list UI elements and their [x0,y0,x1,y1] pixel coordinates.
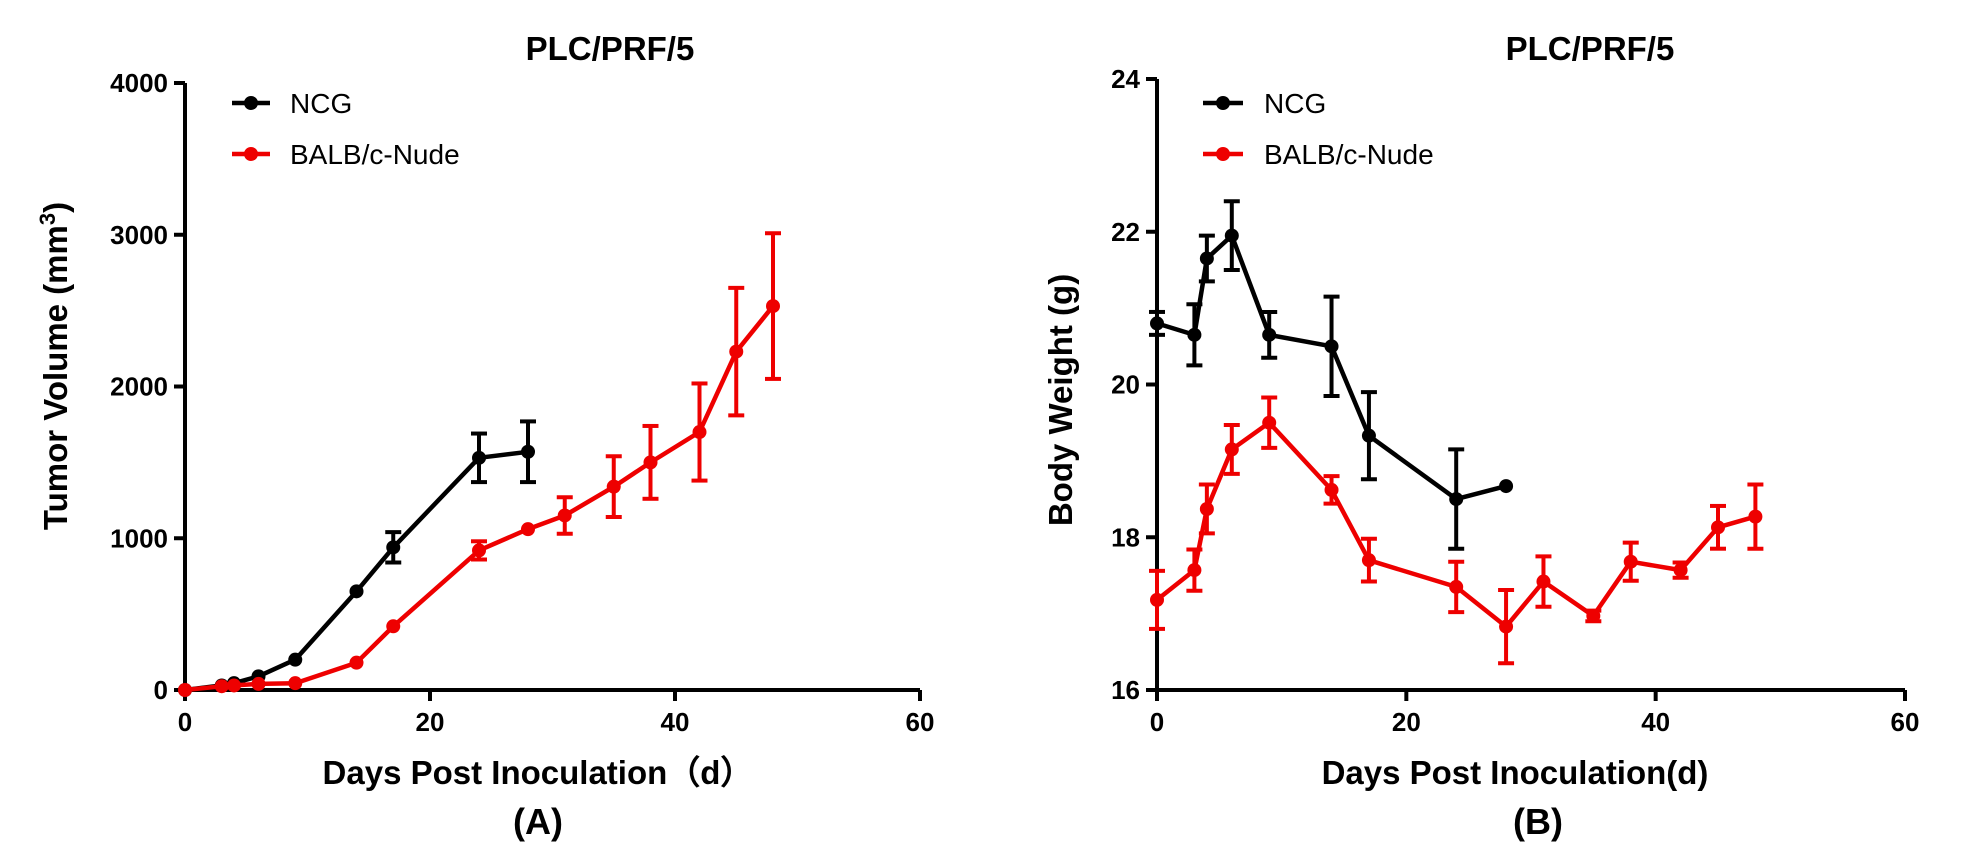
panel-b-y-tick-label: 16 [1111,675,1140,705]
panel-b-series-balb-point [1150,592,1164,607]
panel-a-y-axis-title-end: ) [37,202,74,213]
panel-a-series-balb-point [692,425,707,440]
panel-b-legend-balb-marker [1216,147,1230,161]
panel-b-x-tick-label: 0 [1150,707,1164,737]
panel-b-series-balb-point [1199,501,1214,516]
panel-a-series-balb-point [386,619,401,634]
panel-a-series-balb-point [521,522,535,537]
panel-b-y-tick-label: 18 [1111,522,1140,552]
panel-a-ticks [174,81,922,701]
panel-b-series-ncg-point [1499,479,1514,494]
panel-b-legend-ncg-label: NCG [1264,88,1326,119]
panel-b-series-balb-point [1449,579,1464,594]
panel-a-y-tick-label: 0 [154,675,168,705]
panel-b-x-tick-label: 60 [1891,707,1920,737]
panel-a-legend: NCG BALB/c-Nude [232,88,460,170]
panel-a-series-ncg-point [521,444,535,459]
panel-b-series-ncg-point [1187,327,1202,342]
panel-b-series-balb-point [1623,554,1638,569]
panel-b-series-balb [1149,395,1764,666]
panel-b-legend-ncg-marker [1216,96,1230,110]
panel-a-series-ncg-point [288,652,303,667]
panel-b-body-weight-chart: PLC/PRF/5 16 18 20 22 24 0 20 40 60 NCG BALB/c-N… [1042,30,1919,842]
panel-b-series-balb-point [1262,415,1277,430]
panel-b-x-tick-label: 20 [1392,707,1421,737]
panel-b-y-tick-label: 24 [1111,64,1140,94]
panel-b-legend-balb-label: BALB/c-Nude [1264,139,1434,170]
panel-a-title: PLC/PRF/5 [526,30,695,67]
panel-b-title: PLC/PRF/5 [1506,30,1675,67]
panel-b-y-tick-labels: 16 18 20 22 24 [1111,64,1140,705]
panel-a-plot-area [178,231,781,697]
panel-a-y-axis-title-main: Tumor Volume (mm [37,225,74,530]
panel-a-series-balb-point [251,676,266,691]
panel-b-series-ncg-point [1224,228,1239,243]
panel-b-series-ncg-point [1199,251,1214,266]
panel-b-x-tick-labels: 0 20 40 60 [1150,707,1920,737]
panel-b-y-axis-title: Body Weight (g) [1042,274,1079,526]
panel-b-series-balb-point [1586,608,1601,623]
panel-a-x-tick-label: 40 [661,707,690,737]
panel-b-series-ncg [1149,199,1514,551]
panel-a-y-tick-label: 3000 [110,220,168,250]
panel-a-label: (A) [513,801,563,842]
panel-a-series-ncg-point [386,540,401,555]
panel-b-y-tick-label: 20 [1111,370,1140,400]
panel-b-series-balb-point [1748,509,1763,524]
panel-b-series-ncg-point [1361,428,1376,443]
panel-b-label: (B) [1513,801,1563,842]
panel-b-series-ncg-point [1262,327,1277,342]
panel-a-y-tick-label: 4000 [110,68,168,98]
panel-b-series-ncg-point [1449,492,1464,507]
panel-b-series-balb-point [1361,553,1376,568]
panel-a-y-axis-title: Tumor Volume (mm3) [35,202,74,530]
panel-a-series-balb-point [606,479,621,494]
panel-a-x-tick-labels: 0 20 40 60 [178,707,935,737]
panel-b-series-ncg-point [1150,316,1164,331]
panel-b-series-balb-point [1224,442,1239,457]
panel-a-series-balb-point [766,299,780,314]
panel-b-series-balb-point [1499,619,1514,634]
panel-a-series-balb-point [472,543,486,558]
panel-a-tumor-volume-chart: PLC/PRF/5 0 1000 2000 3000 4000 0 20 40 60 NCG B… [35,30,934,842]
panel-a-legend-ncg-marker [244,96,258,110]
panel-b-series-balb-point [1711,520,1725,535]
panel-b-legend: NCG BALB/c-Nude [1203,88,1434,170]
panel-a-legend-balb-marker [244,147,258,161]
panel-a-x-axis-title: Days Post Inoculation（d） [323,754,754,791]
panel-a-series-balb-point [214,679,229,694]
panel-a-y-axis-title-superscript: 3 [35,213,60,225]
panel-a-legend-balb-label: BALB/c-Nude [290,139,460,170]
panel-a-y-tick-labels: 0 1000 2000 3000 4000 [110,68,168,705]
panel-a-legend-ncg-label: NCG [290,88,352,119]
panel-b-x-tick-label: 40 [1641,707,1670,737]
panel-a-series-balb-point [178,683,192,697]
panel-b-ticks [1146,77,1907,701]
panel-a-x-tick-label: 0 [178,707,192,737]
panel-a-y-tick-label: 2000 [110,372,168,402]
panel-a-series-balb-point [349,655,364,670]
panel-a-series-ncg-line [184,449,529,693]
panel-a-series-ncg-point [472,450,486,465]
panel-b-plot-area [1149,199,1764,666]
panel-b-y-tick-label: 22 [1111,217,1140,247]
panel-a-series-balb-point [557,508,572,523]
panel-a-x-tick-label: 20 [416,707,445,737]
panel-a-series-balb [178,231,781,697]
panel-b-x-axis-title: Days Post Inoculation(d) [1322,754,1709,791]
panel-b-series-balb-point [1673,563,1688,578]
panel-b-series-balb-point [1187,563,1202,578]
panel-a-x-tick-label: 60 [906,707,935,737]
panel-b-series-balb-point [1536,574,1551,589]
panel-b-series-balb-point [1324,482,1339,497]
panel-a-series-balb-point [643,455,658,470]
panel-a-series-balb-point [729,344,744,359]
panel-a-series-balb-line [184,304,775,693]
panel-b-series-ncg-point [1324,339,1339,354]
panel-a-series-balb-point [288,676,303,691]
panel-a-series-balb-point [227,678,241,693]
panel-a-series-ncg-point [349,584,364,599]
panel-a-y-tick-label: 1000 [110,523,168,553]
